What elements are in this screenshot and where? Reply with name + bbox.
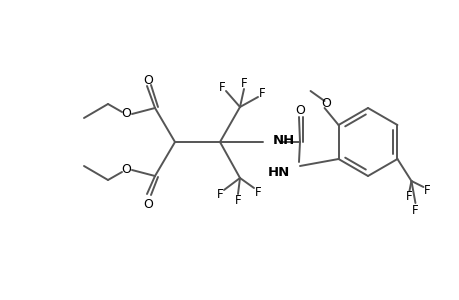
Text: O: O — [143, 74, 152, 86]
Text: F: F — [216, 188, 223, 200]
Text: F: F — [405, 190, 412, 203]
Text: F: F — [423, 184, 430, 197]
Text: NH: NH — [272, 134, 295, 146]
Text: O: O — [143, 197, 152, 211]
Text: F: F — [234, 194, 241, 206]
Text: O: O — [121, 106, 131, 119]
Text: HN: HN — [267, 166, 289, 178]
Text: F: F — [218, 80, 225, 94]
Text: F: F — [258, 86, 265, 100]
Text: F: F — [254, 185, 261, 199]
Text: F: F — [240, 76, 247, 89]
Text: O: O — [321, 97, 331, 110]
Text: F: F — [411, 205, 418, 218]
Text: O: O — [121, 163, 131, 176]
Text: O: O — [294, 103, 304, 116]
